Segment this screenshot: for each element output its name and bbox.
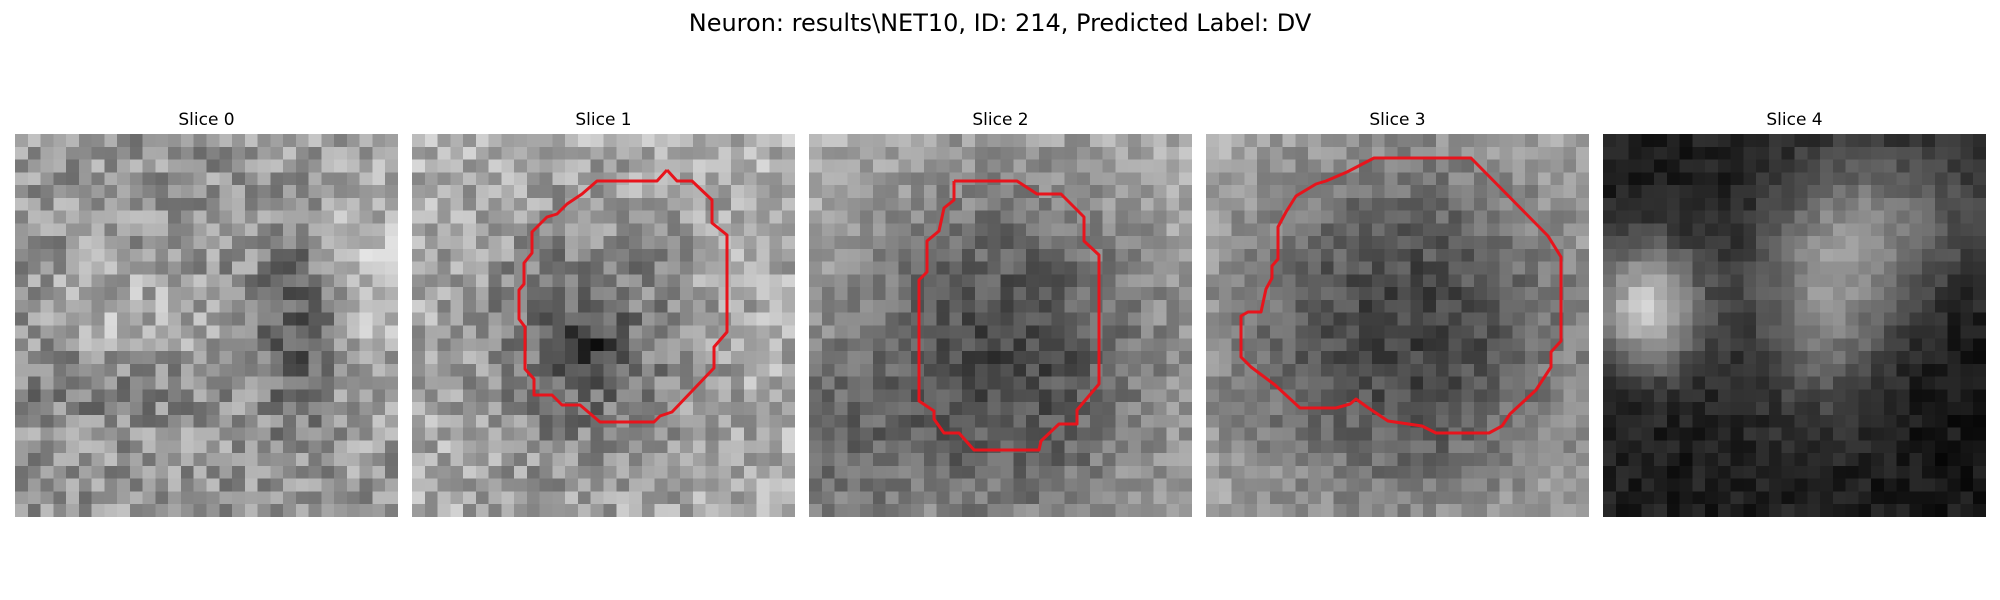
slice-image: [412, 134, 795, 517]
slice-image: [1206, 134, 1589, 517]
slice-title: Slice 2: [809, 110, 1192, 130]
slice-panel-3: Slice 3: [1206, 110, 1589, 517]
slice-title: Slice 0: [15, 110, 398, 130]
slice-image: [809, 134, 1192, 517]
slice-title: Slice 1: [412, 110, 795, 130]
figure-title: Neuron: results\NET10, ID: 214, Predicte…: [0, 10, 2000, 36]
slice-title: Slice 3: [1206, 110, 1589, 130]
slice-title: Slice 4: [1603, 110, 1986, 130]
slice-panel-2: Slice 2: [809, 110, 1192, 517]
slice-panel-0: Slice 0: [15, 110, 398, 517]
slice-panel-1: Slice 1: [412, 110, 795, 517]
slice-image: [1603, 134, 1986, 517]
slice-panel-4: Slice 4: [1603, 110, 1986, 517]
slice-image: [15, 134, 398, 517]
